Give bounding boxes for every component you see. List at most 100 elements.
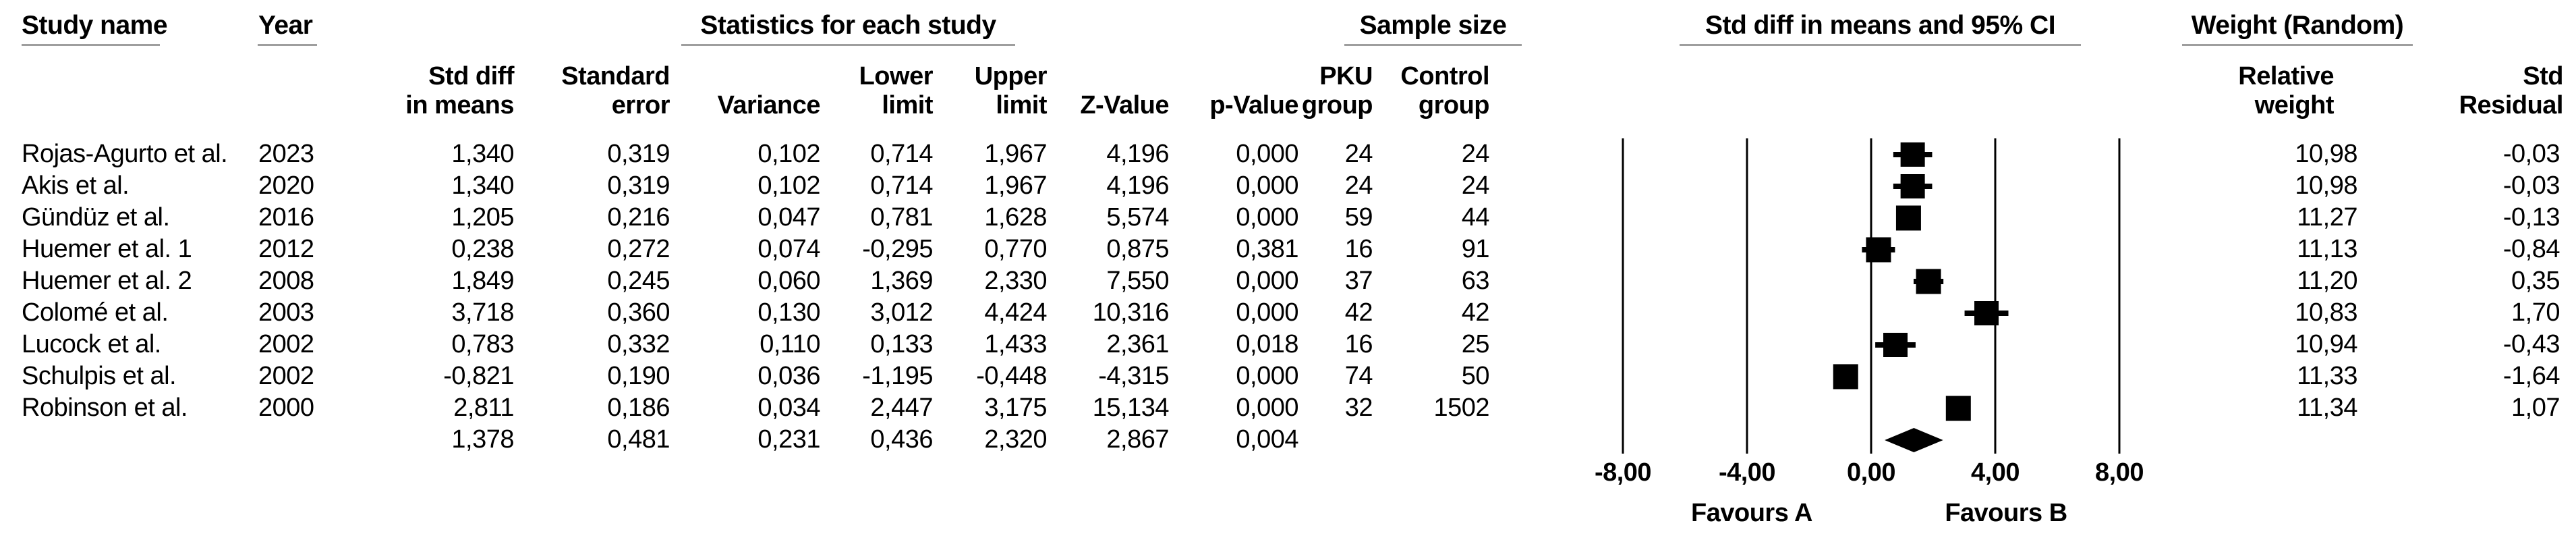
- col-header-line: [1080, 62, 1169, 91]
- header-sample-size: Sample size: [1359, 11, 1507, 40]
- cell-rel-weight: 11,20: [2297, 267, 2357, 295]
- cell-pku: 74: [1344, 362, 1373, 390]
- cell-std-residual: -0,13: [2502, 203, 2560, 232]
- cell-std-err: 0,319: [607, 171, 670, 200]
- cell-p: 0,000: [1236, 267, 1298, 295]
- col-header-line: Upper: [974, 62, 1048, 90]
- underline-sample-size: [1344, 44, 1522, 46]
- forest-square: [1974, 301, 1999, 325]
- col-header-z-value: Z-Value: [1080, 62, 1169, 120]
- cell-z: 2,867: [1106, 425, 1169, 454]
- col-header-std-diff: Std diff in means: [405, 62, 514, 120]
- x-tick-label: -4,00: [1719, 458, 1775, 487]
- col-header-line: Control: [1400, 62, 1489, 90]
- cell-pku: 24: [1344, 140, 1373, 168]
- cell-control: 1502: [1433, 394, 1489, 422]
- cell-study: Lucock et al.: [22, 330, 161, 358]
- col-header-line: in means: [405, 91, 514, 119]
- cell-control: 91: [1461, 235, 1490, 263]
- cell-variance: 0,231: [757, 425, 820, 454]
- cell-p: 0,000: [1236, 394, 1298, 422]
- header-statistics: Statistics for each study: [700, 11, 996, 40]
- cell-std-residual: 1,70: [2511, 298, 2560, 327]
- cell-std-residual: -0,84: [2502, 235, 2560, 263]
- cell-study: Colomé et al.: [22, 298, 169, 327]
- cell-std-diff: 1,340: [451, 140, 514, 168]
- col-header-line: group: [1301, 91, 1373, 119]
- cell-study: Huemer et al. 1: [22, 235, 192, 263]
- cell-p: 0,000: [1236, 203, 1298, 232]
- cell-control: 24: [1461, 140, 1490, 168]
- cell-pku: 16: [1344, 330, 1373, 358]
- cell-std-err: 0,190: [607, 362, 670, 390]
- cell-rel-weight: 10,83: [2295, 298, 2357, 327]
- cell-std-diff: 0,238: [451, 235, 514, 263]
- cell-upper: 2,330: [984, 267, 1047, 295]
- cell-study: Gündüz et al.: [22, 203, 170, 232]
- cell-study: Robinson et al.: [22, 394, 188, 422]
- cell-z: 10,316: [1092, 298, 1170, 327]
- cell-z: -4,315: [1098, 362, 1169, 390]
- cell-variance: 0,034: [757, 394, 820, 422]
- cell-pku: 37: [1344, 267, 1373, 295]
- col-header-control-group: Control group: [1400, 62, 1489, 120]
- cell-upper: 1,433: [984, 330, 1047, 358]
- col-header-line: PKU: [1319, 62, 1373, 90]
- cell-p: 0,000: [1236, 140, 1298, 168]
- col-header-line: Z-Value: [1080, 91, 1169, 119]
- cell-upper: -0,448: [976, 362, 1047, 390]
- cell-rel-weight: 11,34: [2297, 394, 2357, 422]
- cell-control: 42: [1461, 298, 1490, 327]
- forest-ci-whisker: [1964, 311, 2009, 316]
- col-header-std-residual: Std Residual: [2459, 62, 2564, 120]
- cell-std-err: 0,319: [607, 140, 670, 168]
- cell-std-residual: 0,35: [2511, 267, 2560, 295]
- cell-control: 50: [1461, 362, 1490, 390]
- cell-variance: 0,047: [757, 203, 820, 232]
- header-year: Year: [258, 11, 313, 40]
- cell-upper: 1,967: [984, 171, 1047, 200]
- summary-diamond: [1885, 428, 1943, 452]
- cell-lower: 3,012: [870, 298, 933, 327]
- cell-lower: 1,369: [870, 267, 933, 295]
- underline-weight: [2182, 44, 2413, 46]
- cell-upper: 3,175: [984, 394, 1047, 422]
- cell-std-diff: 3,718: [451, 298, 514, 327]
- cell-study: Schulpis et al.: [22, 362, 177, 390]
- cell-std-residual: 1,07: [2511, 394, 2560, 422]
- header-study-name: Study name: [22, 11, 168, 40]
- cell-variance: 0,060: [757, 267, 820, 295]
- col-header-line: limit: [882, 91, 933, 119]
- cell-rel-weight: 11,27: [2297, 203, 2357, 232]
- cell-upper: 1,967: [984, 140, 1047, 168]
- cell-z: 0,875: [1106, 235, 1169, 263]
- cell-control: 44: [1461, 203, 1490, 232]
- forest-ci-whisker: [1913, 279, 1944, 284]
- cell-p: 0,000: [1236, 298, 1298, 327]
- x-tick-label: 4,00: [1971, 458, 2020, 487]
- cell-control: 25: [1461, 330, 1490, 358]
- col-header-line: Std diff: [428, 62, 514, 90]
- col-header-line: group: [1418, 91, 1490, 119]
- cell-lower: -0,295: [862, 235, 933, 263]
- cell-control: 24: [1461, 171, 1490, 200]
- underline-year: [258, 44, 317, 46]
- cell-variance: 0,102: [757, 171, 820, 200]
- cell-year: 2023: [258, 140, 314, 168]
- cell-z: 5,574: [1106, 203, 1169, 232]
- underline-statistics: [681, 44, 1015, 46]
- cell-year: 2008: [258, 267, 314, 295]
- forest-ci-whisker: [1875, 342, 1916, 348]
- cell-z: 4,196: [1106, 171, 1169, 200]
- cell-p: 0,018: [1236, 330, 1298, 358]
- cell-variance: 0,110: [760, 330, 820, 358]
- cell-pku: 32: [1344, 394, 1373, 422]
- underline-study-name: [22, 44, 160, 46]
- cell-upper: 1,628: [984, 203, 1047, 232]
- cell-study: Akis et al.: [22, 171, 130, 200]
- col-header-line: error: [611, 91, 670, 119]
- col-header-lower: Lower limit: [859, 62, 934, 120]
- forest-ci-whisker: [1893, 184, 1933, 189]
- x-tick-label: 0,00: [1847, 458, 1895, 487]
- cell-std-err: 0,272: [607, 235, 670, 263]
